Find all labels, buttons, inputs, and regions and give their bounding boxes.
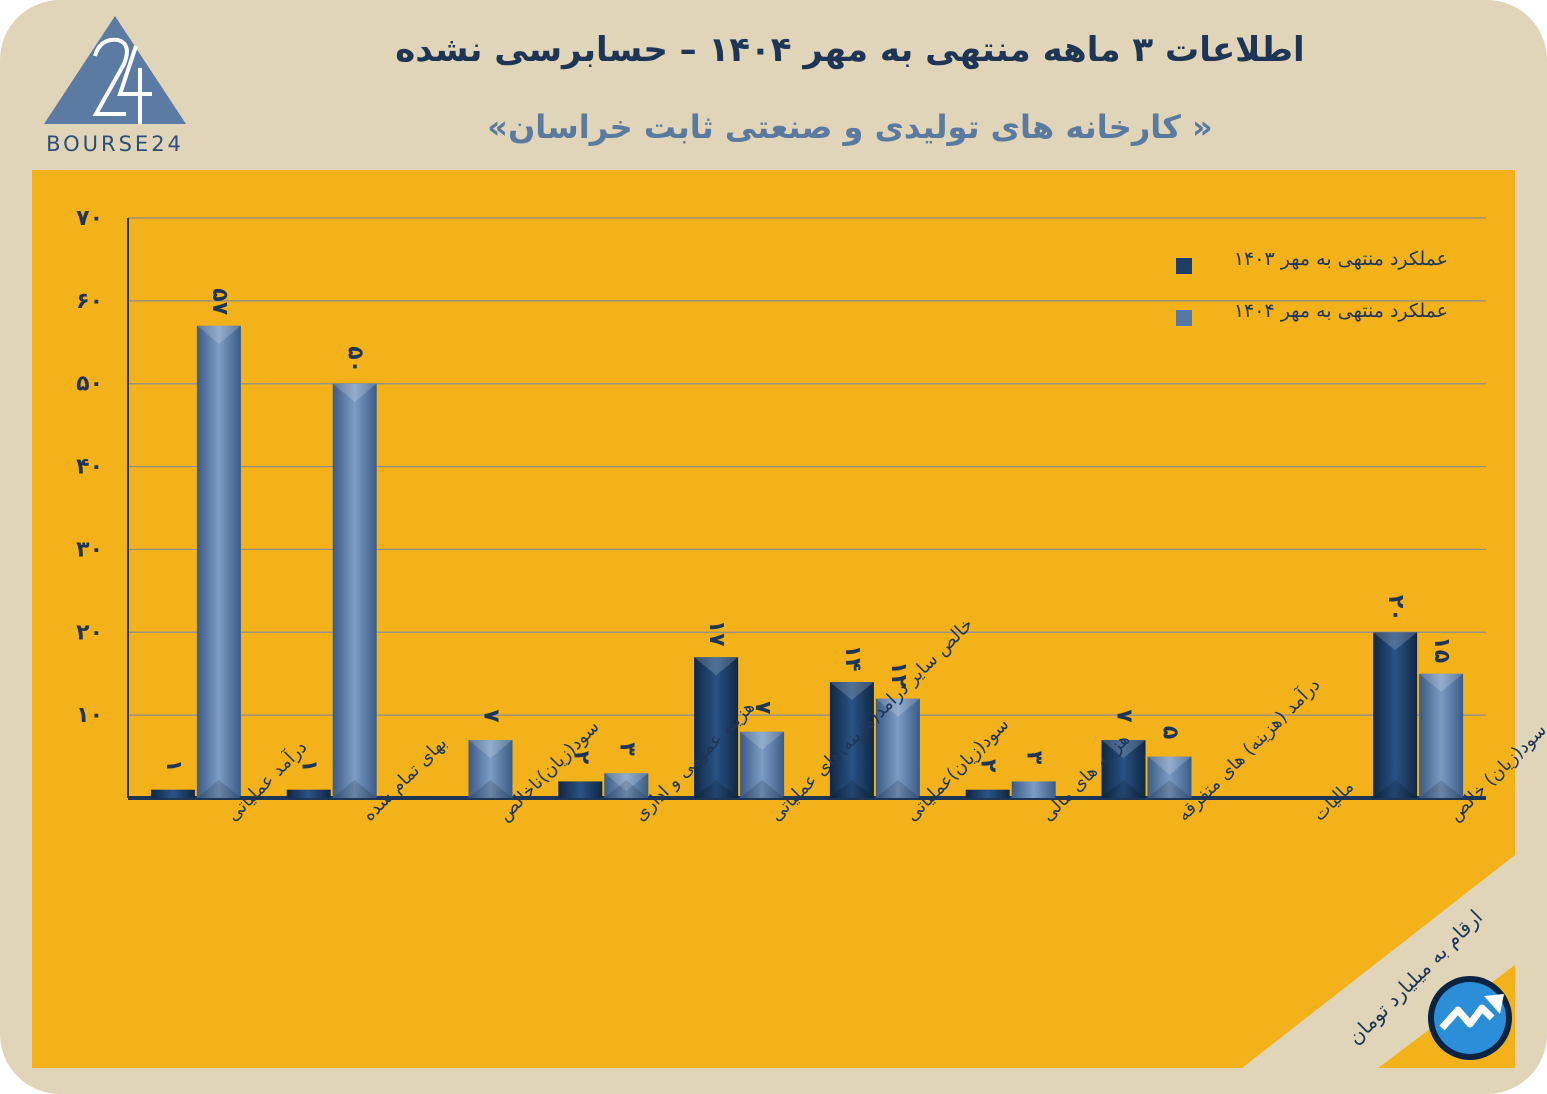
chart-panel	[32, 170, 1515, 1068]
bar	[150, 789, 195, 798]
bar-bevel	[332, 780, 377, 798]
data-label: ۲	[976, 759, 1001, 773]
y-tick-label: ۲۰	[76, 620, 103, 645]
data-label: ۷	[479, 709, 504, 723]
legend-swatch	[1176, 258, 1192, 274]
bar	[694, 657, 739, 798]
x-tick-label: مالیات	[1309, 776, 1358, 825]
data-label: ۵۷	[207, 288, 232, 315]
x-tick-label: درآمد (هزینه) های متفرقه	[1172, 673, 1325, 826]
bar-bevel	[604, 780, 649, 798]
data-label: ۱	[161, 759, 186, 772]
y-tick-label: ۳۰	[76, 537, 103, 562]
bar-bevel	[332, 383, 377, 402]
bar-bevel	[875, 780, 920, 798]
data-label: ۱	[297, 759, 322, 772]
y-tick-label: ۴۰	[76, 455, 103, 480]
bar	[829, 682, 874, 798]
legend-label: عملکرد منتهی به مهر ۱۴۰۴	[1234, 300, 1448, 322]
bar	[875, 698, 920, 798]
bar-bevel	[694, 657, 739, 676]
logo-text: BOURSE24	[46, 132, 184, 156]
bar-bevel	[694, 780, 739, 798]
data-label: ۳	[1022, 751, 1047, 765]
bar	[558, 781, 603, 798]
data-label: ۱۷	[704, 620, 729, 647]
bar	[1011, 781, 1056, 798]
y-tick-label: ۵۰	[76, 372, 103, 397]
data-label: ۵	[1158, 726, 1183, 739]
bar-bevel	[1147, 756, 1192, 775]
bar	[1147, 756, 1192, 798]
bar-bevel	[875, 698, 920, 717]
data-label: ۲۰	[1383, 595, 1408, 622]
bar	[740, 731, 785, 798]
bar	[468, 740, 513, 798]
bar-bevel	[1373, 632, 1418, 651]
bar	[1373, 632, 1418, 798]
data-label: ۲	[568, 751, 593, 765]
bar-bevel	[1419, 673, 1464, 692]
bar	[604, 773, 649, 798]
y-tick-label: ۷۰	[76, 206, 103, 231]
bar-bevel	[468, 780, 513, 798]
bar	[286, 789, 331, 798]
bar-bevel	[196, 780, 241, 798]
bar-bevel	[829, 682, 874, 700]
bar-bevel	[1419, 780, 1464, 798]
data-label: ۵۰	[343, 346, 368, 373]
chart-title: اطلاعات ۳ ماهه منتهی به مهر ۱۴۰۴ – حسابر…	[395, 30, 1305, 70]
data-label: ۱۵	[1429, 636, 1454, 663]
chart-subtitle: « کارخانه های تولیدی و صنعتی ثابت خراسان…	[487, 108, 1213, 146]
trend-badge-icon	[1428, 976, 1512, 1060]
data-label: ۷	[750, 701, 775, 715]
data-label: ۱۲	[886, 661, 911, 688]
bar-bevel	[604, 773, 649, 792]
bar	[965, 789, 1010, 798]
bar-bevel	[829, 780, 874, 798]
data-label: ۷	[1112, 709, 1137, 723]
bar-bevel	[196, 325, 241, 344]
bar-bevel	[740, 731, 785, 750]
y-tick-label: ۱۰	[76, 703, 103, 728]
bar-bevel	[1101, 780, 1146, 798]
bar-bevel	[1373, 780, 1418, 798]
bar	[196, 325, 241, 798]
data-label: ۱۴	[840, 645, 865, 672]
bar-bevel	[740, 780, 785, 798]
legend-label: عملکرد منتهی به مهر ۱۴۰۳	[1234, 248, 1448, 270]
legend-swatch	[1176, 310, 1192, 326]
data-label: ۳	[614, 742, 639, 756]
bar	[1419, 673, 1464, 798]
bar-bevel	[1101, 740, 1146, 758]
bar-bevel	[468, 740, 513, 758]
y-tick-label: ۶۰	[76, 289, 103, 314]
bar-bevel	[1147, 780, 1192, 798]
bar	[332, 383, 377, 798]
bar	[1101, 740, 1146, 798]
bourse24-logo	[44, 16, 186, 124]
